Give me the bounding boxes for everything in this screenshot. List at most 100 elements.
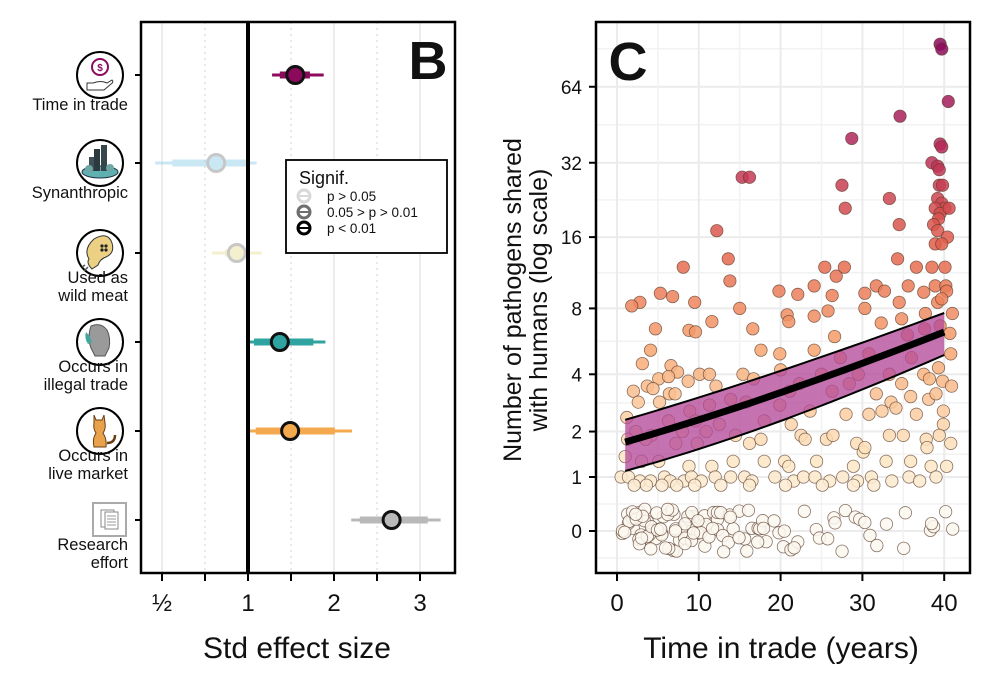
- data-point: [936, 417, 950, 431]
- data-point: [838, 201, 852, 215]
- data-point: [676, 260, 690, 274]
- y-tick-label: 2: [571, 423, 582, 444]
- data-point: [721, 252, 735, 266]
- data-point: [846, 478, 861, 492]
- data-point: [702, 367, 717, 381]
- data-point: [898, 506, 912, 520]
- data-point: [705, 314, 719, 329]
- data-point: [829, 269, 843, 283]
- estimate-point: [226, 243, 247, 263]
- data-point: [909, 260, 923, 274]
- legend-label: 0.05 > p > 0.01: [327, 205, 418, 220]
- data-point: [839, 407, 853, 421]
- data-point: [661, 369, 676, 384]
- estimate-point: [206, 153, 227, 173]
- panel-b-background: [141, 22, 455, 573]
- x-tick-label: ½: [152, 590, 172, 617]
- panel-b-row-icons: $: [76, 51, 127, 537]
- data-point: [875, 404, 889, 418]
- data-point: [626, 384, 640, 398]
- data-point: [858, 440, 872, 455]
- data-point: [896, 428, 910, 442]
- panel-c-y-axis-title: Number of pathogens shared with humans (…: [499, 138, 553, 462]
- data-point: [631, 395, 645, 409]
- data-point: [767, 514, 781, 528]
- data-point: [925, 260, 939, 274]
- data-point: [681, 374, 695, 388]
- data-point: [901, 279, 915, 293]
- data-point: [858, 515, 872, 530]
- data-point: [897, 541, 911, 555]
- row-label: live market: [48, 465, 128, 483]
- row-label: Occurs in: [58, 447, 128, 465]
- x-tick-label: 1: [241, 590, 254, 617]
- y-axis-title-line-2: with humans (log scale): [525, 169, 553, 433]
- data-point: [625, 299, 639, 313]
- data-point: [661, 502, 675, 516]
- panel-c-x-axis: 0 10 20 30 40: [610, 573, 958, 617]
- data-point: [807, 279, 821, 293]
- legend-label: p < 0.01: [327, 221, 376, 236]
- data-point: [726, 454, 740, 468]
- data-point: [668, 524, 683, 538]
- data-point: [646, 382, 660, 396]
- data-point: [924, 516, 939, 531]
- data-point: [751, 535, 765, 549]
- forest-row: [155, 153, 257, 173]
- data-point: [798, 432, 812, 446]
- data-point: [944, 379, 959, 393]
- fit-ci-upper-line: [624, 312, 945, 421]
- legend-label: p > 0.05: [327, 189, 376, 204]
- data-point: [935, 292, 949, 306]
- row-label: Research: [57, 536, 128, 554]
- forest-row: [211, 243, 262, 263]
- data-point: [643, 343, 658, 357]
- data-point: [714, 478, 728, 492]
- data-point: [634, 531, 649, 545]
- panel-c-y-axis: 0 1 2 4 8 16 32 64: [561, 78, 596, 543]
- data-point: [945, 306, 959, 321]
- data-point: [942, 201, 956, 215]
- forest-row: [248, 332, 326, 352]
- data-point: [931, 361, 946, 375]
- row-label: Occurs in: [58, 358, 128, 376]
- panel-b-x-axis: ½ 1 2 3: [152, 573, 427, 617]
- data-point: [754, 343, 768, 357]
- x-tick-label: 40: [931, 590, 958, 617]
- data-point: [835, 178, 849, 192]
- data-point: [815, 478, 829, 492]
- signif-legend: Signif. p > 0.050.05 > p > 0.01p < 0.01: [285, 159, 448, 254]
- panel-b-x-axis-title: Std effect size: [203, 632, 391, 665]
- data-point: [710, 224, 724, 238]
- data-point: [821, 304, 835, 318]
- data-point: [809, 454, 824, 468]
- money-hand-icon: $: [76, 51, 124, 99]
- data-point: [629, 507, 643, 521]
- data-point: [862, 407, 876, 421]
- data-point: [882, 428, 896, 442]
- data-point: [746, 322, 760, 336]
- data-point: [654, 522, 668, 536]
- data-point: [797, 504, 811, 518]
- data-point: [741, 503, 756, 517]
- data-point: [782, 459, 796, 473]
- data-point: [740, 544, 754, 558]
- data-point: [939, 505, 953, 519]
- data-point: [838, 503, 852, 518]
- data-point: [658, 541, 673, 555]
- data-point: [867, 478, 881, 492]
- data-point: [688, 478, 702, 492]
- city-icon: [76, 139, 124, 187]
- data-point: [807, 309, 821, 323]
- forest-row: [248, 421, 353, 441]
- data-point: [936, 404, 950, 418]
- data-point: [784, 417, 798, 431]
- data-point: [706, 521, 720, 535]
- data-point: [778, 478, 793, 492]
- y-axis-title-line-1: Number of pathogens shared: [499, 138, 527, 462]
- data-point: [678, 537, 692, 551]
- data-point: [858, 301, 872, 315]
- data-point: [879, 454, 893, 468]
